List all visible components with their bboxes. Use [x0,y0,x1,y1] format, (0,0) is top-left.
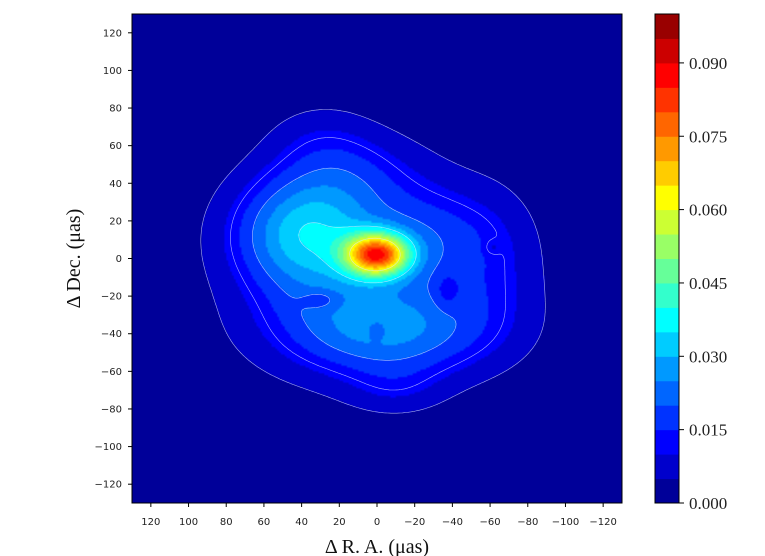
colorbar-segment [655,234,679,259]
x-tick-label: 120 [141,517,160,528]
colorbar-segment [655,307,679,333]
colorbar-segment [655,160,679,186]
colorbar-segment [655,62,679,88]
colorbar-ticks: 0.000 0.015 0.030 0.045 0.060 0.075 0.090 [679,54,727,513]
y-tick-label: 120 [103,28,122,39]
colorbar-segment [655,380,679,406]
x-tick-label: 60 [258,517,271,528]
heatmap-image [132,14,622,503]
contour-line [298,222,417,284]
x-tick-label: −80 [517,517,538,528]
colorbar-segment [655,331,679,357]
y-tick-label: 80 [109,104,122,115]
colorbar-segment [655,111,679,137]
y-tick-label: 100 [103,66,122,77]
x-tick-label: −20 [404,517,425,528]
x-tick-label: 100 [179,517,198,528]
colorbar-segment [655,136,679,162]
y-tick-label: −100 [95,442,122,453]
colorbar-segments [655,14,679,504]
colorbar-frame [654,13,680,504]
colorbar-tick-label: 0.015 [689,421,727,440]
colorbar-segment [655,429,679,455]
contour-line [252,167,457,361]
contour-lines [200,109,546,414]
x-tick-label: 40 [295,517,308,528]
colorbar-segment [655,356,679,382]
x-tick-label: 0 [374,517,380,528]
colorbar-segment [655,185,679,211]
y-axis-title: Δ Dec. (μas) [63,209,85,309]
x-tick-label: 80 [220,517,233,528]
colorbar-segment [655,405,679,431]
colorbar-segment [655,14,679,39]
x-tick-label: −60 [480,517,501,528]
y-tick-label: −60 [101,367,122,378]
colorbar-segment [655,454,679,480]
plot-area [131,13,623,504]
colorbar-segment [655,38,679,64]
y-tick-label: 20 [109,216,122,227]
x-tick-label: −40 [442,517,463,528]
x-tick-label: −120 [589,517,616,528]
colorbar: 0.000 0.015 0.030 0.045 0.060 0.075 0.090 [654,13,727,513]
colorbar-tick-label: 0.045 [689,274,727,293]
colorbar-tick-label: 0.000 [689,494,727,513]
y-tick-label: −80 [101,404,122,415]
y-tick-label: −120 [95,480,122,491]
colorbar-segment [655,258,679,284]
contour-line [230,137,506,391]
y-tick-label: 0 [116,254,122,265]
x-axis: 120 100 80 60 40 20 0 −20 −40 −60 −80 −100 −120 [141,503,617,528]
y-axis: 120 100 80 60 40 20 0 −20 −40 −60 −80 −100 −120 [95,28,132,491]
x-tick-label: 20 [333,517,346,528]
y-tick-label: 40 [109,179,122,190]
colorbar-tick-label: 0.030 [689,347,727,366]
colorbar-segment [655,282,679,308]
y-tick-label: 60 [109,141,122,152]
contour-line [200,109,546,414]
colorbar-segment [655,87,679,113]
y-tick-label: −40 [101,329,122,340]
colorbar-tick-label: 0.060 [689,201,727,220]
colorbar-tick-label: 0.090 [689,54,727,73]
x-tick-label: −100 [552,517,579,528]
x-axis-title: Δ R. A. (μas) [325,536,429,556]
contour-line [349,237,401,272]
colorbar-tick-label: 0.075 [689,127,727,146]
colorbar-segment [655,478,679,504]
colorbar-segment [655,209,679,235]
y-tick-label: −20 [101,292,122,303]
